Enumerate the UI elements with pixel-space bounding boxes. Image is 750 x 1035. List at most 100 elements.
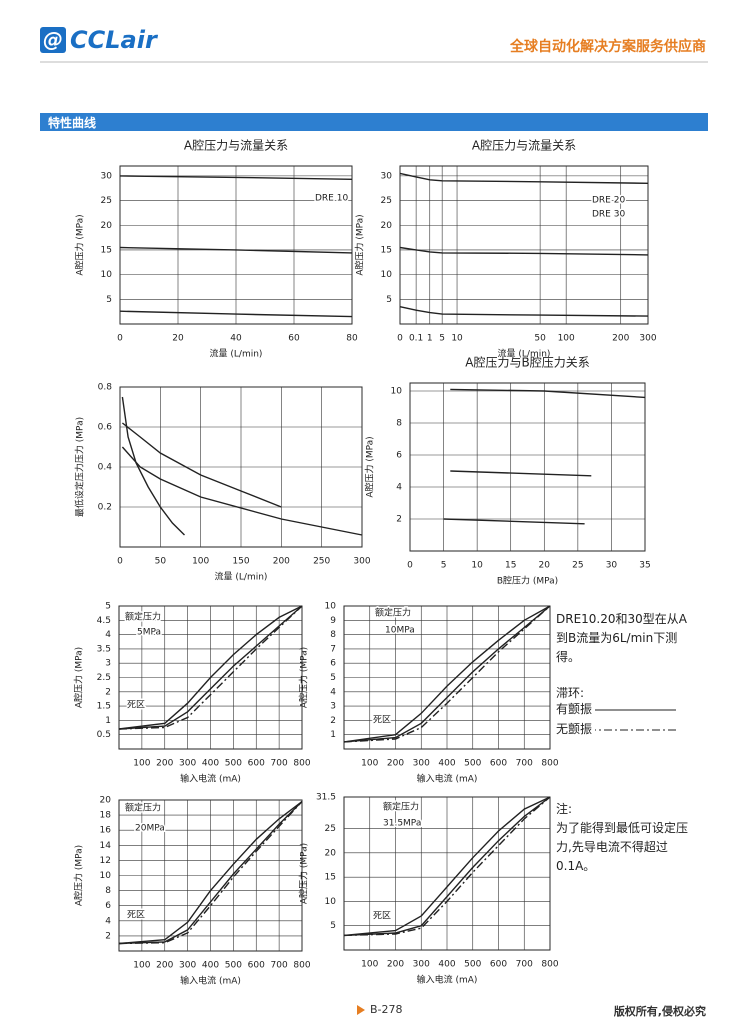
x-axis-label: 输入电流 (mA) xyxy=(180,773,241,785)
series-line xyxy=(343,796,551,937)
x-tick-label: 800 xyxy=(541,759,558,769)
annotation: 死区 xyxy=(373,911,391,922)
x-tick-label: 200 xyxy=(387,960,404,970)
x-tick-label: 0 xyxy=(407,561,413,571)
logo-glyph: @ xyxy=(43,28,63,52)
y-tick-label: 5 xyxy=(386,295,392,305)
annotation: 死区 xyxy=(373,715,391,726)
page-number: B-278 xyxy=(370,1003,403,1016)
x-tick-label: 200 xyxy=(387,759,404,769)
x-tick-label: 700 xyxy=(516,960,533,970)
series-line xyxy=(343,605,551,743)
y-tick-label: 10 xyxy=(391,387,403,397)
x-axis-label: 流量 (L/min) xyxy=(210,348,263,360)
x-tick-label: 300 xyxy=(639,334,656,344)
x-axis-label: B腔压力 (MPa) xyxy=(497,575,558,587)
x-tick-label: 10 xyxy=(451,334,463,344)
y-tick-label: 0.2 xyxy=(98,503,112,513)
plot-frame xyxy=(399,165,649,325)
x-tick-label: 800 xyxy=(293,759,310,769)
series-line xyxy=(450,470,592,477)
plot-frame xyxy=(409,382,646,552)
y-tick-label: 15 xyxy=(381,245,392,255)
y-tick-label: 18 xyxy=(100,811,112,821)
y-tick-label: 10 xyxy=(381,270,393,280)
y-tick-label: 0.8 xyxy=(98,383,113,393)
y-tick-label: 15 xyxy=(325,873,336,883)
x-axis-label: 流量 (L/min) xyxy=(498,348,551,360)
series-line xyxy=(118,605,303,730)
x-tick-label: 15 xyxy=(505,561,516,571)
x-tick-label: 250 xyxy=(313,557,330,567)
y-tick-label: 3.5 xyxy=(97,644,111,654)
y-tick-label: 0.4 xyxy=(98,463,113,473)
x-tick-label: 25 xyxy=(572,561,583,571)
chart-title: A腔压力与流量关系 xyxy=(472,138,576,153)
x-tick-label: 600 xyxy=(248,961,265,971)
series-line xyxy=(118,801,303,945)
y-tick-label: 6 xyxy=(105,901,111,911)
section-bar xyxy=(40,113,708,131)
x-tick-label: 100 xyxy=(558,334,575,344)
series-line xyxy=(119,175,353,180)
y-tick-label: 15 xyxy=(101,245,112,255)
x-axis-label: 输入电流 (mA) xyxy=(180,975,241,987)
series-line xyxy=(450,388,646,399)
y-tick-label: 5 xyxy=(106,295,112,305)
annotation: 额定压力 xyxy=(125,611,161,623)
y-tick-label: 8 xyxy=(396,419,402,429)
x-tick-label: 5 xyxy=(441,561,447,571)
x-tick-label: 10 xyxy=(471,561,483,571)
x-tick-label: 30 xyxy=(606,561,618,571)
x-tick-label: 80 xyxy=(346,334,358,344)
y-tick-label: 31.5 xyxy=(316,793,336,803)
x-tick-label: 800 xyxy=(293,961,310,971)
y-tick-label: 10 xyxy=(101,270,113,280)
x-tick-label: 200 xyxy=(156,759,173,769)
y-tick-label: 4 xyxy=(330,687,336,697)
y-tick-label: 5 xyxy=(330,673,336,683)
y-axis-label: A腔压力 (MPa) xyxy=(74,214,86,275)
series-line xyxy=(121,396,185,536)
y-tick-label: 20 xyxy=(325,848,337,858)
y-axis-label: A腔压力 (MPa) xyxy=(354,214,366,275)
y-tick-label: 25 xyxy=(101,196,112,206)
y-tick-label: 12 xyxy=(100,856,111,866)
y-tick-label: 2 xyxy=(330,716,336,726)
y-axis-label: A腔压力 (MPa) xyxy=(73,647,85,708)
x-tick-label: 300 xyxy=(413,759,430,769)
x-tick-label: 200 xyxy=(612,334,629,344)
x-tick-label: 50 xyxy=(155,557,167,567)
x-tick-label: 100 xyxy=(133,759,150,769)
section-title: 特性曲线 xyxy=(48,116,97,130)
y-tick-label: 3 xyxy=(330,702,336,712)
x-tick-label: 300 xyxy=(413,960,430,970)
x-tick-label: 300 xyxy=(179,759,196,769)
series-line xyxy=(343,796,551,937)
y-axis-label: 最低设定压力压力 (MPa) xyxy=(74,417,86,517)
y-tick-label: 0.5 xyxy=(97,730,111,740)
series-line xyxy=(119,246,353,254)
y-tick-label: 5 xyxy=(330,921,336,931)
y-tick-label: 9 xyxy=(330,616,336,626)
logo-icon xyxy=(40,27,66,53)
x-tick-label: 500 xyxy=(225,759,242,769)
y-tick-label: 3 xyxy=(105,659,111,669)
y-tick-label: 2.5 xyxy=(97,673,111,683)
x-axis-label: 输入电流 (mA) xyxy=(417,773,478,785)
y-tick-label: 20 xyxy=(100,796,112,806)
annotation: DRE 20 xyxy=(592,196,625,206)
series-line xyxy=(119,310,353,318)
annotation: 死区 xyxy=(127,700,145,711)
y-tick-label: 4 xyxy=(105,630,111,640)
x-tick-label: 600 xyxy=(490,759,507,769)
annotation: 5MPa xyxy=(137,628,161,638)
note-text: 为了能得到最低可设定压力,先导电流不得超过0.1A。 xyxy=(556,821,689,873)
x-tick-label: 500 xyxy=(464,960,481,970)
series-line xyxy=(399,246,649,256)
y-tick-label: 6 xyxy=(396,451,402,461)
y-tick-label: 1 xyxy=(330,730,336,740)
y-tick-label: 8 xyxy=(105,886,111,896)
